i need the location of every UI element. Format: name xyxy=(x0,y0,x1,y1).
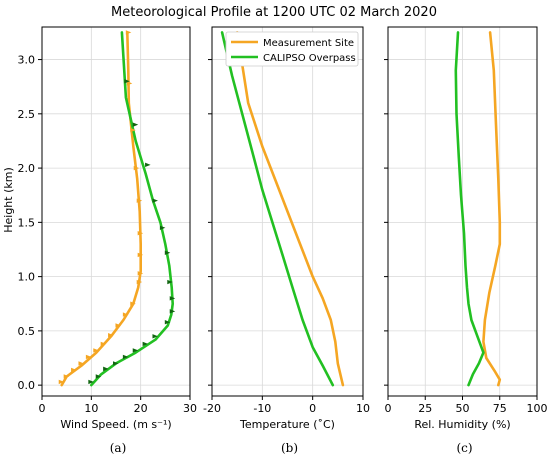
panel-a-ytick-label-4: 2.0 xyxy=(18,162,36,175)
panel-c-xtick-label-1: 25 xyxy=(418,402,432,415)
panel-a-barb-calipso-6 xyxy=(142,341,149,347)
panel-a-barb-site-13 xyxy=(137,252,144,258)
panel-a-ytick-label-6: 3.0 xyxy=(18,54,36,67)
panel-a-barb-site-10 xyxy=(130,301,136,306)
y-axis-label: Height (km) xyxy=(2,167,15,233)
panel-c-xtick-label-0: 0 xyxy=(385,402,392,415)
panel-a-barb-calipso-11 xyxy=(167,279,173,285)
legend: Measurement Site CALIPSO Overpass xyxy=(225,31,359,67)
panel-a-barb-site-1 xyxy=(63,374,70,379)
panel-a-barb-calipso-8 xyxy=(164,320,171,325)
panel-a-xtick-label-3: 30 xyxy=(183,402,197,415)
legend-calipso-label: CALIPSO Overpass xyxy=(263,53,356,64)
panel-a-barb-site-16 xyxy=(133,165,140,171)
panel-a-barb-calipso-0 xyxy=(88,379,94,385)
panel-a-barb-calipso-12 xyxy=(164,250,171,255)
panel-a-barb-site-11 xyxy=(136,279,143,285)
panel-b-xtick-label-2: 0 xyxy=(309,402,316,415)
panel-a-barb-site-5 xyxy=(93,348,99,353)
panel-a-barb-site-8 xyxy=(115,323,121,328)
panel-a-barb-site-4 xyxy=(85,354,92,360)
panel-a-frame xyxy=(41,26,191,397)
panel-c-xtick-label-3: 75 xyxy=(493,402,507,415)
panel-a-barb-site-9 xyxy=(122,312,129,317)
panel-b-xtick-label-1: -10 xyxy=(253,402,271,415)
panel-a-barb-site-12 xyxy=(137,271,144,276)
panel-a-barb-calipso-10 xyxy=(169,296,176,301)
panel-a-barb-calipso-3 xyxy=(113,361,119,366)
panel-b-caption: (b) xyxy=(281,441,298,455)
panel-c-xlabel: Rel. Humidity (%) xyxy=(414,418,510,431)
panel-a-barb-calipso-5 xyxy=(132,348,139,353)
panel-a-barb-site-6 xyxy=(100,341,107,347)
panel-a-ytick-label-1: 0.5 xyxy=(18,325,36,338)
panel-a-xlabel: Wind Speed. (m s⁻¹) xyxy=(60,418,171,431)
panel-a-ytick-label-2: 1.0 xyxy=(18,271,36,284)
panel-c-series-calipso-line xyxy=(454,31,485,387)
panel-b-xtick-label-0: -20 xyxy=(203,402,221,415)
panel-b-series-site-line xyxy=(235,31,345,387)
panel-a-barb-site-7 xyxy=(108,333,114,338)
panel-a-barb-calipso-1 xyxy=(95,374,102,379)
panel-a-barb-calipso-16 xyxy=(132,122,139,127)
chart-title: Meteorological Profile at 1200 UTC 02 Ma… xyxy=(111,5,437,20)
panel-b-frame xyxy=(211,26,364,397)
panel-a-barb-calipso-17 xyxy=(124,79,130,84)
panel-a-series-site-line xyxy=(60,31,142,387)
panel-c-series-site-line xyxy=(482,31,502,387)
panel-a-barb-calipso-14 xyxy=(152,198,158,203)
panel-a-barb-site-0 xyxy=(58,379,65,385)
panel-a-series-calipso-line xyxy=(90,31,174,387)
panel-a-xtick-label-2: 20 xyxy=(134,402,148,415)
panel-a-barb-site-3 xyxy=(78,361,84,366)
panel-a-barb-site-14 xyxy=(137,231,144,236)
panel-b: -20 -10 0 10 Temperature (˚C) (b) xyxy=(203,26,370,455)
panel-c-caption: (c) xyxy=(456,441,472,455)
panel-a-ytick-label-3: 1.5 xyxy=(18,216,36,229)
panel-c: 0 25 50 75 100 Rel. Humidity (%) (c) xyxy=(384,26,548,455)
legend-frame xyxy=(225,31,359,67)
panel-c-xtick-label-4: 100 xyxy=(527,402,548,415)
panel-a-xtick-label-1: 10 xyxy=(84,402,98,415)
panel-a-xtick-label-0: 0 xyxy=(39,402,46,415)
panel-a-ytick-label-5: 2.5 xyxy=(18,108,36,121)
panel-a-ytick-label-0: 0.0 xyxy=(18,379,36,392)
panel-a-barb-site-15 xyxy=(136,198,143,203)
panel-a-barb-calipso-2 xyxy=(103,366,109,372)
legend-site-label: Measurement Site xyxy=(263,38,354,49)
panel-a-barb-site-2 xyxy=(71,367,77,373)
panels-group: 0 10 20 30 0.0 0.5 1.0 1.5 2.0 2.5 3.0 Wind Speed. … xyxy=(18,26,548,455)
panel-a-barb-site-17 xyxy=(130,127,136,133)
panel-a-caption: (a) xyxy=(110,441,127,455)
panel-b-xlabel: Temperature (˚C) xyxy=(239,418,335,431)
panel-a: 0 10 20 30 0.0 0.5 1.0 1.5 2.0 2.5 3.0 Wind Speed. … xyxy=(18,26,197,455)
panel-a-barb-site-18 xyxy=(126,81,133,86)
panel-a-barb-calipso-15 xyxy=(145,162,151,168)
panel-c-xtick-label-2: 50 xyxy=(456,402,470,415)
panel-a-barb-calipso-13 xyxy=(159,225,166,230)
panel-a-barb-site-19 xyxy=(125,30,132,35)
panel-a-barb-calipso-7 xyxy=(152,334,158,339)
panel-b-series-calipso-line xyxy=(220,31,335,387)
panel-b-xtick-label-3: 10 xyxy=(356,402,370,415)
panel-a-barb-calipso-4 xyxy=(122,354,129,360)
panel-a-barb-calipso-9 xyxy=(169,309,176,314)
